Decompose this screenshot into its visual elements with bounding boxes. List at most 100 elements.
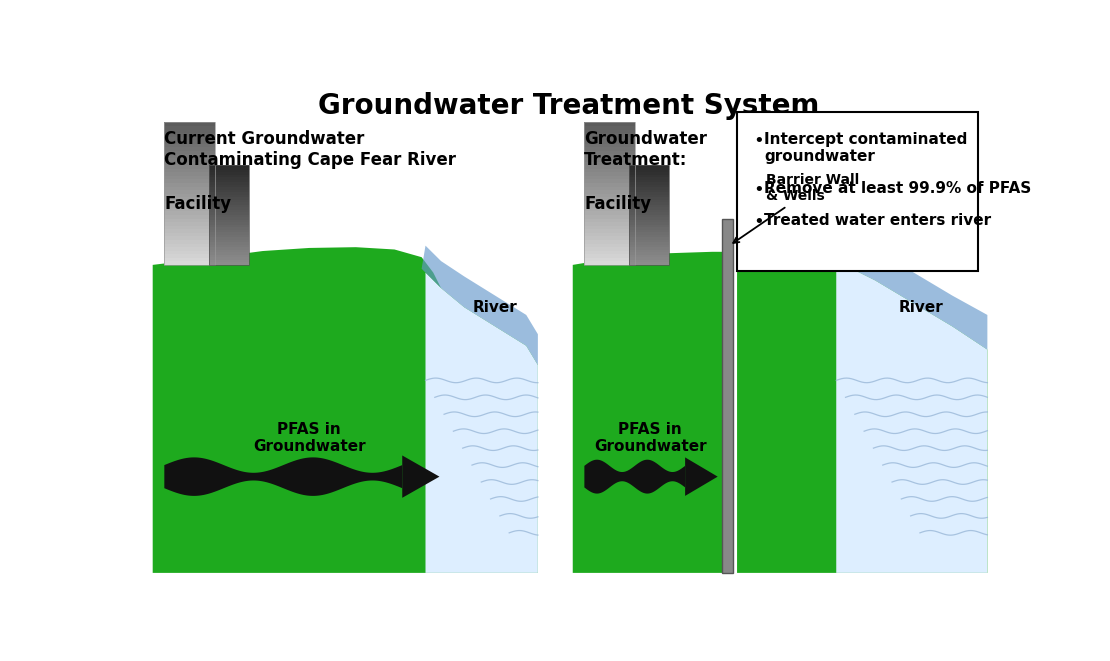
- Bar: [628, 185, 669, 187]
- Bar: [209, 173, 249, 175]
- Text: Groundwater Treatment System: Groundwater Treatment System: [319, 92, 819, 120]
- Bar: [628, 187, 669, 190]
- Text: Treated water enters river: Treated water enters river: [764, 214, 991, 228]
- Bar: [628, 182, 669, 185]
- Polygon shape: [737, 246, 988, 573]
- Bar: [584, 204, 635, 208]
- Bar: [628, 250, 669, 253]
- Bar: [164, 219, 214, 222]
- Bar: [209, 195, 249, 198]
- Bar: [628, 200, 669, 202]
- Bar: [209, 240, 249, 243]
- Bar: [164, 158, 214, 161]
- Bar: [628, 217, 669, 220]
- Bar: [164, 201, 214, 204]
- Text: PFAS in
Groundwater: PFAS in Groundwater: [594, 422, 707, 454]
- Bar: [584, 251, 635, 254]
- Bar: [209, 165, 249, 265]
- Bar: [164, 240, 214, 243]
- Bar: [164, 212, 214, 215]
- Bar: [628, 253, 669, 255]
- Text: •: •: [754, 214, 764, 231]
- Bar: [164, 130, 214, 133]
- Bar: [164, 140, 214, 144]
- Bar: [584, 190, 635, 194]
- Bar: [209, 185, 249, 187]
- Bar: [584, 122, 635, 265]
- Text: Remove at least 99.9% of PFAS: Remove at least 99.9% of PFAS: [764, 181, 1031, 196]
- Bar: [164, 237, 214, 240]
- Text: River: River: [473, 300, 517, 315]
- Bar: [628, 233, 669, 235]
- Text: Groundwater
Treatment:: Groundwater Treatment:: [584, 130, 707, 169]
- Bar: [628, 230, 669, 233]
- Polygon shape: [584, 459, 685, 494]
- Bar: [209, 165, 249, 167]
- Bar: [164, 147, 214, 151]
- Bar: [164, 155, 214, 158]
- Bar: [584, 137, 635, 140]
- Bar: [164, 126, 214, 130]
- Bar: [628, 215, 669, 217]
- Bar: [628, 257, 669, 260]
- Bar: [628, 262, 669, 265]
- Bar: [209, 250, 249, 253]
- Text: Intercept contaminated
groundwater: Intercept contaminated groundwater: [764, 132, 968, 164]
- Bar: [628, 225, 669, 227]
- Bar: [628, 237, 669, 240]
- Text: •: •: [754, 132, 764, 149]
- Bar: [164, 258, 214, 261]
- Bar: [628, 170, 669, 173]
- Polygon shape: [425, 272, 538, 573]
- Bar: [164, 137, 214, 140]
- Bar: [209, 190, 249, 192]
- Bar: [209, 230, 249, 233]
- Bar: [584, 126, 635, 130]
- Bar: [628, 247, 669, 250]
- Bar: [209, 167, 249, 170]
- Bar: [164, 247, 214, 251]
- Bar: [209, 237, 249, 240]
- Bar: [164, 161, 214, 165]
- Bar: [628, 235, 669, 237]
- Bar: [628, 220, 669, 222]
- Bar: [628, 165, 669, 167]
- Bar: [164, 179, 214, 183]
- Bar: [584, 130, 635, 133]
- Bar: [164, 243, 214, 247]
- Bar: [209, 257, 249, 260]
- Bar: [209, 205, 249, 208]
- Bar: [584, 147, 635, 151]
- Bar: [209, 233, 249, 235]
- Bar: [628, 198, 669, 200]
- Bar: [628, 240, 669, 243]
- Bar: [584, 233, 635, 237]
- Bar: [209, 202, 249, 205]
- Bar: [723, 219, 734, 573]
- Bar: [164, 186, 214, 190]
- Bar: [164, 251, 214, 254]
- Bar: [584, 212, 635, 215]
- Bar: [584, 197, 635, 201]
- Text: Barrier Wall
& Wells: Barrier Wall & Wells: [734, 173, 860, 243]
- Bar: [209, 222, 249, 225]
- Text: Facility: Facility: [584, 194, 652, 213]
- Bar: [628, 205, 669, 208]
- Bar: [628, 243, 669, 245]
- Bar: [209, 243, 249, 245]
- Bar: [584, 225, 635, 229]
- Bar: [209, 187, 249, 190]
- Bar: [584, 169, 635, 173]
- Bar: [628, 227, 669, 230]
- Bar: [209, 227, 249, 230]
- Bar: [209, 198, 249, 200]
- Bar: [164, 225, 214, 229]
- Bar: [584, 186, 635, 190]
- Bar: [164, 233, 214, 237]
- Bar: [164, 261, 214, 265]
- Bar: [209, 210, 249, 212]
- Polygon shape: [422, 246, 538, 365]
- Bar: [209, 177, 249, 180]
- Bar: [209, 255, 249, 257]
- Bar: [628, 175, 669, 177]
